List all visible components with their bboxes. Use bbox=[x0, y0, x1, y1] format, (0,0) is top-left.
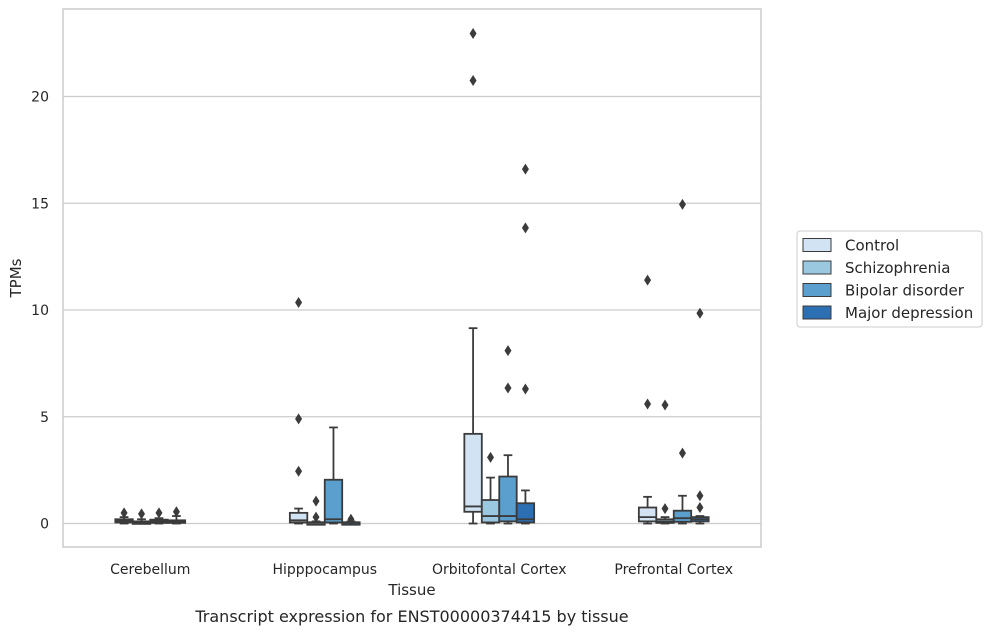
outlier-point bbox=[487, 451, 495, 463]
box-1-3 bbox=[341, 513, 361, 526]
legend-swatch bbox=[802, 260, 832, 275]
box-body bbox=[498, 475, 518, 523]
y-tick-label: 0 bbox=[40, 517, 49, 533]
box-0-3 bbox=[166, 506, 187, 525]
boxes bbox=[114, 28, 710, 526]
outlier-point bbox=[469, 75, 477, 87]
box-body bbox=[288, 511, 309, 524]
legend-swatch bbox=[802, 283, 832, 297]
x-axis-label: Tissue bbox=[387, 581, 435, 599]
legend-swatch bbox=[802, 305, 832, 320]
outlier-point bbox=[504, 345, 512, 357]
outlier-point bbox=[312, 495, 320, 507]
outlier-point bbox=[138, 508, 146, 520]
y-tick-label: 10 bbox=[31, 303, 49, 319]
outlier-point bbox=[696, 502, 704, 514]
outlier-point bbox=[661, 503, 669, 515]
y-axis-label: TPMs bbox=[7, 258, 25, 298]
legend-label: Major depression bbox=[845, 304, 973, 322]
box-body bbox=[637, 506, 658, 523]
box-0-2 bbox=[149, 507, 169, 525]
chart-caption: Transcript expression for ENST0000037441… bbox=[194, 607, 628, 626]
box-2-0 bbox=[463, 28, 483, 525]
y-tick-label: 5 bbox=[40, 410, 49, 426]
box-body bbox=[515, 502, 536, 524]
outlier-point bbox=[696, 490, 704, 502]
x-tick-label: Cerebellum bbox=[110, 562, 190, 578]
x-tick-label: Hipppocampus bbox=[272, 562, 377, 578]
outlier-point bbox=[120, 507, 128, 519]
outlier-point bbox=[172, 506, 180, 518]
outlier-point bbox=[678, 447, 686, 459]
y-tick-label: 15 bbox=[31, 196, 49, 212]
box-3-0 bbox=[637, 274, 658, 525]
box-body bbox=[323, 478, 344, 524]
box-3-1 bbox=[655, 399, 675, 525]
x-tick-label: Orbitofontal Cortex bbox=[432, 562, 567, 578]
x-tick-label: Prefrontal Cortex bbox=[614, 562, 733, 578]
outlier-point bbox=[678, 198, 686, 210]
box-3-2 bbox=[672, 198, 693, 525]
outlier-point bbox=[347, 513, 355, 525]
box-3-3 bbox=[690, 307, 710, 525]
legend-label: Bipolar disorder bbox=[845, 282, 965, 300]
legend: Control Schizophrenia Bipolar disorder Majo… bbox=[796, 230, 983, 328]
outlier-point bbox=[521, 222, 529, 234]
outlier-point bbox=[696, 307, 704, 319]
outlier-point bbox=[521, 383, 529, 395]
outlier-point bbox=[312, 511, 320, 523]
outlier-point bbox=[521, 163, 529, 175]
box-1-2 bbox=[323, 426, 344, 525]
box-2-2 bbox=[498, 345, 518, 525]
box-2-1 bbox=[480, 451, 501, 525]
outlier-point bbox=[661, 399, 669, 411]
outlier-point bbox=[155, 507, 163, 519]
outlier-point bbox=[644, 398, 652, 410]
plot-frame bbox=[62, 8, 762, 548]
box-body bbox=[480, 499, 501, 524]
x-tick-labels: Cerebellum Hipppocampus Orbitofontal Corte… bbox=[110, 562, 733, 578]
outlier-point bbox=[469, 28, 477, 40]
outlier-point bbox=[644, 274, 652, 286]
box-2-3 bbox=[515, 163, 536, 525]
legend-label: Control bbox=[845, 237, 899, 255]
y-tick-labels: 0 5 10 15 20 bbox=[31, 90, 49, 533]
box-body bbox=[463, 432, 483, 513]
legend-frame bbox=[796, 230, 983, 328]
outlier-point bbox=[295, 297, 303, 309]
plot-area bbox=[63, 9, 761, 547]
box-1-0 bbox=[288, 297, 309, 525]
box-body bbox=[672, 509, 693, 523]
outlier-point bbox=[295, 465, 303, 477]
legend-label: Schizophrenia bbox=[845, 259, 950, 277]
y-tick-label: 20 bbox=[31, 90, 49, 106]
outlier-point bbox=[504, 382, 512, 394]
box-1-1 bbox=[306, 495, 326, 526]
outlier-point bbox=[295, 413, 303, 425]
legend-swatch bbox=[802, 238, 832, 252]
